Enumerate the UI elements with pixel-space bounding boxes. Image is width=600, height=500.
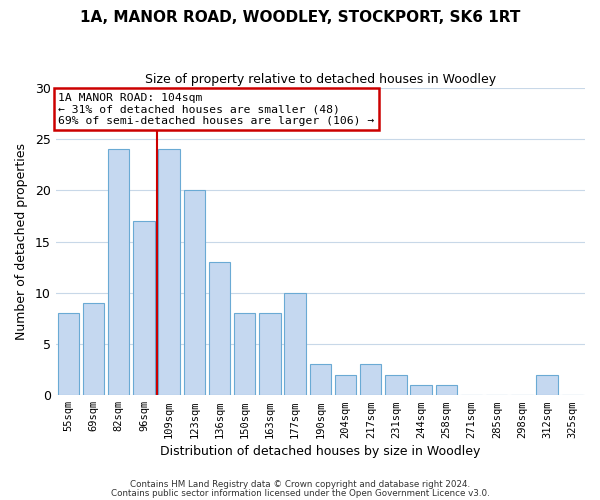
Bar bbox=[158, 150, 180, 395]
Bar bbox=[108, 150, 130, 395]
Text: 1A MANOR ROAD: 104sqm
← 31% of detached houses are smaller (48)
69% of semi-deta: 1A MANOR ROAD: 104sqm ← 31% of detached … bbox=[58, 92, 374, 126]
Bar bbox=[209, 262, 230, 395]
Text: Contains HM Land Registry data © Crown copyright and database right 2024.: Contains HM Land Registry data © Crown c… bbox=[130, 480, 470, 489]
Bar bbox=[360, 364, 382, 395]
Text: 1A, MANOR ROAD, WOODLEY, STOCKPORT, SK6 1RT: 1A, MANOR ROAD, WOODLEY, STOCKPORT, SK6 … bbox=[80, 10, 520, 25]
Bar bbox=[83, 303, 104, 395]
X-axis label: Distribution of detached houses by size in Woodley: Distribution of detached houses by size … bbox=[160, 444, 481, 458]
Title: Size of property relative to detached houses in Woodley: Size of property relative to detached ho… bbox=[145, 72, 496, 86]
Bar bbox=[385, 374, 407, 395]
Y-axis label: Number of detached properties: Number of detached properties bbox=[15, 143, 28, 340]
Bar bbox=[184, 190, 205, 395]
Bar bbox=[436, 385, 457, 395]
Bar bbox=[410, 385, 432, 395]
Bar bbox=[259, 314, 281, 395]
Bar bbox=[234, 314, 256, 395]
Bar bbox=[335, 374, 356, 395]
Bar bbox=[133, 221, 155, 395]
Bar bbox=[536, 374, 558, 395]
Bar bbox=[58, 314, 79, 395]
Bar bbox=[310, 364, 331, 395]
Bar bbox=[284, 293, 306, 395]
Text: Contains public sector information licensed under the Open Government Licence v3: Contains public sector information licen… bbox=[110, 488, 490, 498]
